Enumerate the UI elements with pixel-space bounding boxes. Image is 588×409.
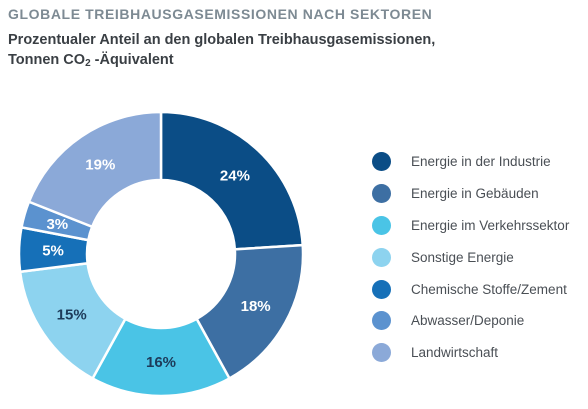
subtitle-line-2: Tonnen CO2 -Äquivalent [8, 50, 488, 74]
donut-slice [27, 110, 163, 229]
legend-swatch [372, 184, 391, 204]
legend-label: Landwirtschaft [411, 345, 499, 361]
legend-label: Sonstige Energie [411, 249, 514, 265]
slice-percent-label: 15% [57, 307, 87, 324]
slice-percent-label: 19% [85, 157, 115, 174]
slice-percent-label: 16% [146, 354, 176, 371]
legend-swatch [372, 311, 391, 331]
legend-item: Energie im Verkehrssektor [372, 210, 569, 242]
subtitle-unit-prefix: Tonnen CO [8, 52, 86, 68]
legend-label: Energie in Gebäuden [411, 186, 539, 202]
donut-slice [194, 243, 305, 381]
legend-swatch [372, 279, 391, 299]
subtitle-line-1: Prozentualer Anteil an den globalen Trei… [8, 32, 436, 48]
legend-label: Abwasser/Deponie [411, 313, 525, 329]
legend-item: Chemische Stoffe/Zement [372, 273, 569, 305]
legend-item: Sonstige Energie [372, 241, 569, 273]
slice-percent-label: 18% [241, 298, 271, 315]
legend-item: Landwirtschaft [372, 337, 569, 369]
legend-swatch [372, 215, 391, 235]
legend-label: Energie im Verkehrssektor [411, 217, 570, 233]
legend-label: Energie in der Industrie [411, 154, 551, 170]
legend-label: Chemische Stoffe/Zement [411, 281, 567, 297]
slice-percent-label: 3% [46, 216, 68, 233]
chart-title: GLOBALE TREIBHAUSGASEMISSIONEN NACH SEKT… [8, 6, 433, 22]
chart-subtitle: Prozentualer Anteil an den globalen Trei… [8, 30, 488, 74]
legend-item: Abwasser/Deponie [372, 305, 569, 337]
legend-swatch [372, 247, 391, 267]
donut-slice [159, 110, 305, 251]
legend-swatch [372, 343, 391, 363]
slice-percent-label: 24% [220, 167, 250, 184]
legend-item: Energie in der Industrie [372, 146, 569, 178]
subtitle-unit-suffix: -Äquivalent [90, 52, 174, 68]
slice-percent-label: 5% [42, 243, 64, 260]
chart-legend: Energie in der Industrie Energie in Gebäu… [372, 146, 569, 369]
subtitle-unit-subscript: 2 [85, 58, 91, 69]
legend-swatch [372, 152, 391, 172]
legend-item: Energie in Gebäuden [372, 178, 569, 210]
